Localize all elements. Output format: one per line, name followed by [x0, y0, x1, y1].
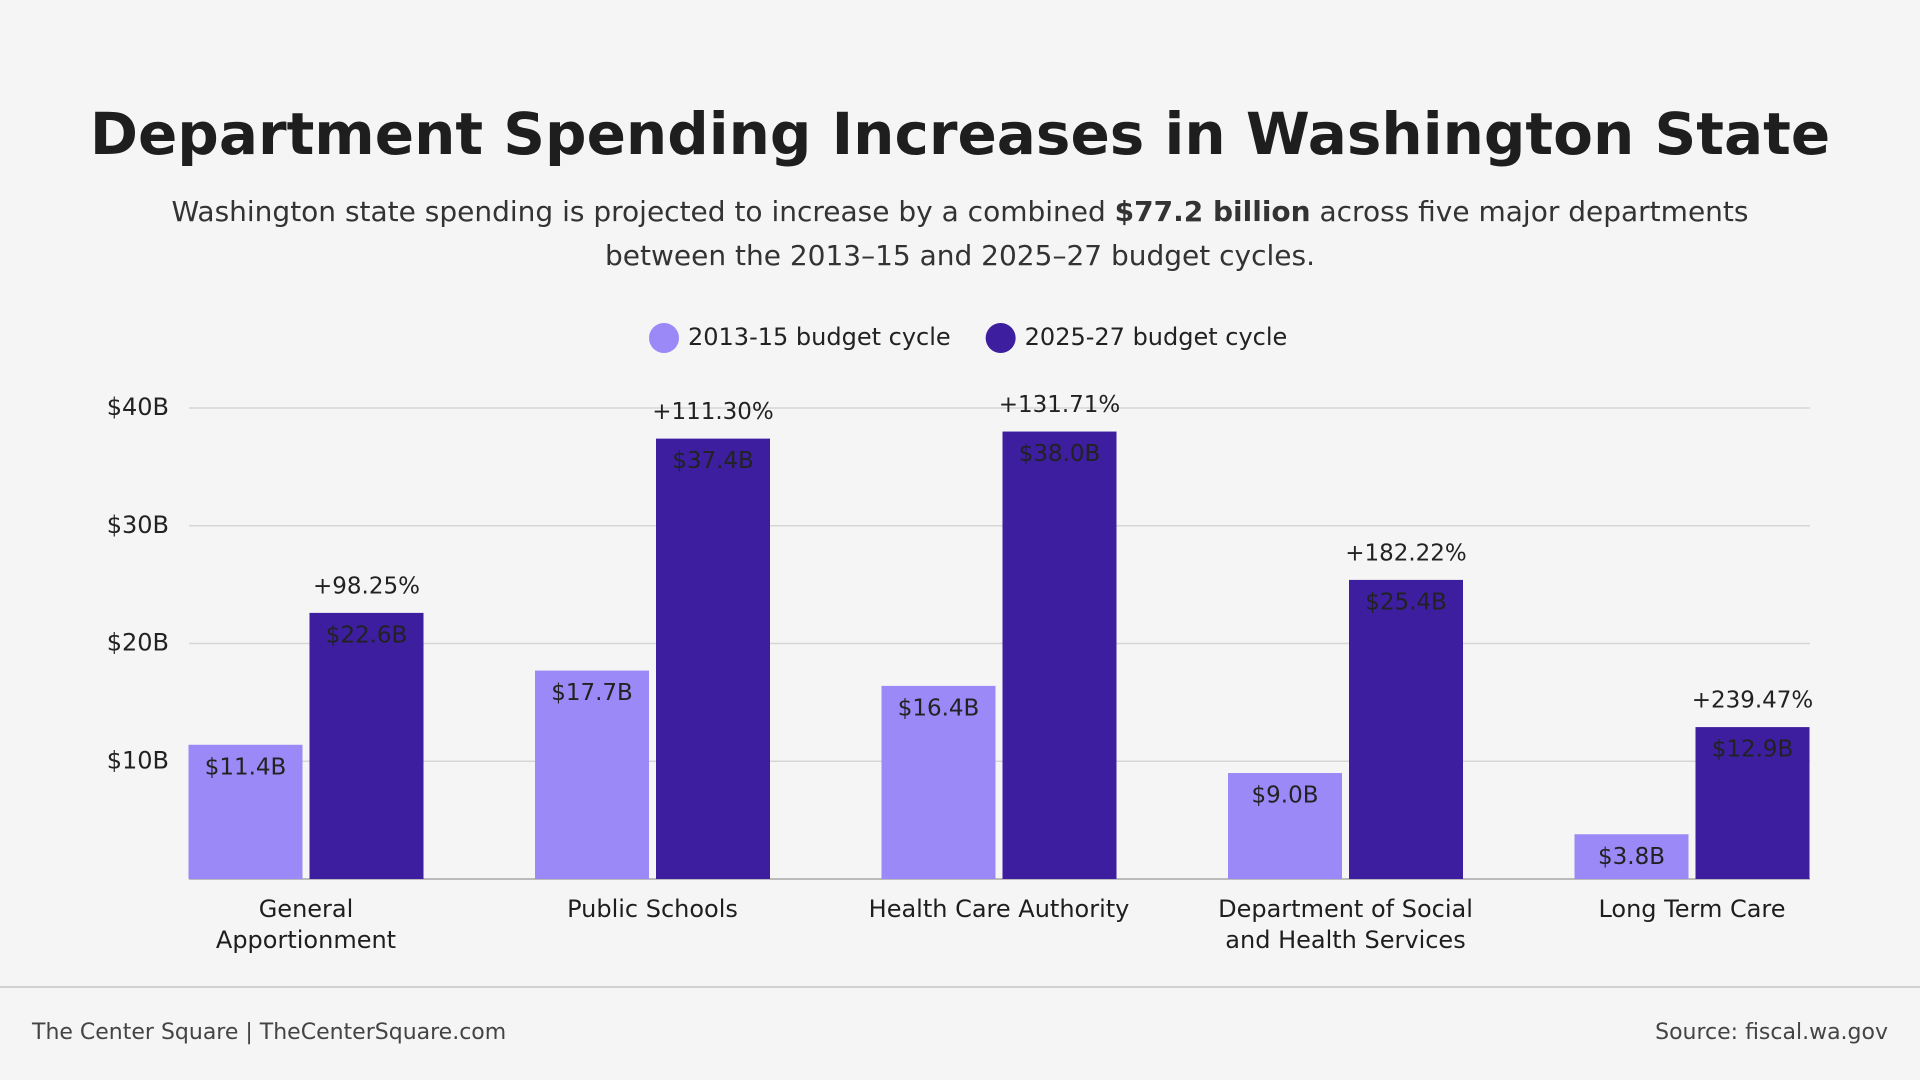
bar-value-label: $25.4B: [1365, 589, 1447, 615]
bar-value-label: $17.7B: [551, 680, 633, 706]
bar: [1002, 431, 1117, 879]
x-tick-label: Public Schools: [567, 895, 738, 923]
footer-source: Source: fiscal.wa.gov: [1655, 1020, 1888, 1045]
bar-value-label: $12.9B: [1712, 737, 1794, 763]
change-annotation: +131.71%: [999, 392, 1121, 418]
bar: [1228, 773, 1342, 879]
bar: [1574, 834, 1689, 879]
legend-label: 2025-27 budget cycle: [1025, 323, 1288, 351]
bar: [881, 685, 996, 879]
bar-value-label: $16.4B: [898, 695, 980, 721]
x-tick-label: Department of Social and Health Services: [1218, 895, 1473, 954]
y-tick-label: $20B: [107, 629, 169, 657]
change-annotation: +239.47%: [1692, 688, 1814, 714]
bar-value-label: $37.4B: [672, 448, 754, 474]
y-tick-label: $40B: [107, 393, 169, 421]
change-annotation: +111.30%: [652, 399, 774, 425]
subtitle-text: Washington state spending is projected t…: [171, 195, 1115, 228]
bar: [1695, 727, 1810, 879]
y-tick-label: $10B: [107, 746, 169, 774]
change-annotation: +182.22%: [1345, 540, 1467, 566]
bar-value-label: $3.8B: [1598, 844, 1665, 870]
y-tick-label: $30B: [107, 511, 169, 539]
legend-swatch: [649, 323, 679, 353]
subtitle-text: across five major departments between th…: [604, 195, 1749, 272]
bar: [1349, 579, 1463, 879]
change-annotation: +98.25%: [313, 573, 420, 599]
subtitle-highlight: $77.2 billion: [1114, 195, 1311, 228]
bar-value-label: $22.6B: [326, 622, 408, 648]
x-tick-label: General Apportionment: [215, 895, 397, 954]
legend-swatch: [985, 323, 1016, 353]
x-tick-label: Long Term Care: [1598, 895, 1786, 923]
footer-credit: The Center Square | TheCenterSquare.com: [32, 1020, 507, 1045]
bar-value-label: $38.0B: [1019, 441, 1101, 467]
bar: [656, 438, 770, 879]
bar-value-label: $11.4B: [205, 754, 287, 780]
bar: [535, 670, 649, 879]
bar: [188, 744, 303, 879]
chart-title: Department Spending Increases in Washing…: [89, 100, 1831, 168]
chart-subtitle: Washington state spending is projected t…: [150, 190, 1770, 278]
bar-value-label: $9.0B: [1252, 783, 1319, 809]
x-tick-label: Health Care Authority: [868, 895, 1130, 923]
legend-label: 2013-15 budget cycle: [688, 323, 951, 351]
bar: [309, 612, 424, 879]
